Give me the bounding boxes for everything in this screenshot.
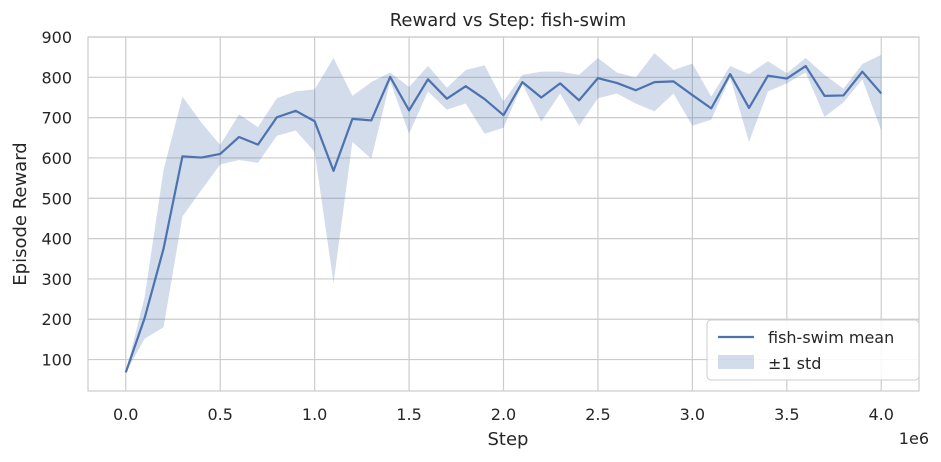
x-tick-label: 4.0 <box>869 405 894 424</box>
y-tick-labels: 100 200 300 400 500 600 700 800 900 <box>41 28 72 370</box>
y-tick-label: 800 <box>41 68 72 87</box>
mean-line-layer <box>124 64 883 373</box>
x-tick-label: 3.0 <box>680 405 705 424</box>
x-tick-label: 0.0 <box>113 405 138 424</box>
y-tick-label: 300 <box>41 270 72 289</box>
legend-box <box>706 319 920 381</box>
std-band <box>125 53 882 373</box>
x-tick-label: 0.5 <box>207 405 232 424</box>
x-tick-label: 2.0 <box>491 405 516 424</box>
plot-frame <box>87 36 920 392</box>
x-axis-label: Step <box>488 429 529 450</box>
y-tick-label: 200 <box>41 310 72 329</box>
legend: fish-swim mean ±1 std <box>706 319 920 381</box>
x-tick-label: 3.5 <box>774 405 799 424</box>
y-tick-label: 400 <box>41 230 72 249</box>
x-offset-label: 1e6 <box>899 429 929 448</box>
y-tick-label: 700 <box>41 109 72 128</box>
y-axis-label: Episode Reward <box>10 142 31 285</box>
mean-line <box>124 64 883 373</box>
x-tick-labels: 0.0 0.5 1.0 1.5 2.0 2.5 3.0 3.5 4.0 <box>113 405 894 424</box>
y-tick-label: 900 <box>41 28 72 47</box>
y-tick-label: 600 <box>41 149 72 168</box>
chart-title: Reward vs Step: fish-swim <box>390 10 627 31</box>
legend-band-swatch <box>718 355 754 369</box>
std-band-layer <box>125 53 882 373</box>
x-tick-label: 1.0 <box>302 405 327 424</box>
x-tick-label: 1.5 <box>396 405 421 424</box>
y-tick-label: 500 <box>41 189 72 208</box>
legend-label-mean: fish-swim mean <box>768 328 894 347</box>
x-tick-label: 2.5 <box>585 405 610 424</box>
legend-label-std: ±1 std <box>768 354 821 373</box>
y-tick-label: 100 <box>41 351 72 370</box>
